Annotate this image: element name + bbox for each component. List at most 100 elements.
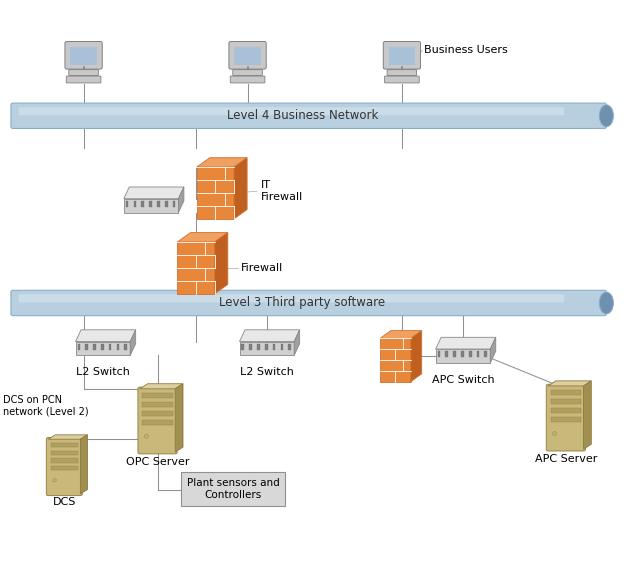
Polygon shape	[178, 187, 184, 213]
Bar	[288, 344, 291, 350]
Text: DCS on PCN
network (Level 2): DCS on PCN network (Level 2)	[3, 395, 89, 417]
Circle shape	[552, 431, 557, 435]
Ellipse shape	[599, 105, 613, 127]
Polygon shape	[197, 158, 247, 167]
Bar	[461, 351, 464, 357]
Bar	[86, 344, 88, 350]
Polygon shape	[140, 384, 183, 389]
FancyBboxPatch shape	[436, 349, 490, 363]
Bar	[550, 408, 581, 413]
Bar	[51, 450, 78, 455]
Bar	[469, 351, 471, 357]
Bar	[550, 391, 581, 396]
FancyBboxPatch shape	[123, 199, 178, 213]
Bar	[143, 393, 172, 399]
Bar	[550, 417, 581, 422]
Text: APC Server: APC Server	[534, 454, 597, 464]
Polygon shape	[234, 158, 247, 219]
FancyBboxPatch shape	[70, 47, 97, 65]
Bar	[109, 344, 111, 350]
Polygon shape	[215, 233, 228, 294]
FancyBboxPatch shape	[69, 70, 98, 75]
Polygon shape	[380, 331, 422, 339]
Bar	[143, 420, 172, 425]
FancyBboxPatch shape	[233, 70, 262, 75]
Ellipse shape	[599, 292, 613, 314]
Polygon shape	[584, 381, 592, 449]
Bar	[124, 344, 127, 350]
Polygon shape	[76, 330, 136, 342]
Polygon shape	[177, 233, 228, 242]
Bar	[157, 201, 159, 207]
FancyBboxPatch shape	[229, 41, 266, 69]
Polygon shape	[80, 435, 87, 494]
Bar	[141, 201, 144, 207]
FancyBboxPatch shape	[138, 387, 177, 454]
Bar	[116, 344, 120, 350]
Polygon shape	[490, 338, 496, 363]
Bar	[126, 201, 129, 207]
FancyBboxPatch shape	[383, 41, 421, 69]
Polygon shape	[123, 187, 184, 199]
FancyBboxPatch shape	[19, 107, 564, 115]
Text: Level 3 Third party software: Level 3 Third party software	[219, 297, 385, 309]
FancyBboxPatch shape	[65, 41, 102, 69]
Bar	[51, 458, 78, 463]
Bar	[143, 402, 172, 407]
Bar	[78, 344, 80, 350]
Bar	[273, 344, 275, 350]
Text: Firewall: Firewall	[241, 263, 284, 273]
Bar	[249, 344, 252, 350]
Bar	[265, 344, 267, 350]
Bar	[172, 201, 176, 207]
FancyBboxPatch shape	[387, 70, 417, 75]
Bar	[476, 351, 479, 357]
FancyBboxPatch shape	[11, 103, 606, 128]
Bar	[143, 411, 172, 416]
FancyBboxPatch shape	[388, 47, 415, 65]
Bar	[149, 201, 152, 207]
Bar	[101, 344, 104, 350]
Text: DCS: DCS	[53, 497, 76, 506]
Text: Plant sensors and
Controllers: Plant sensors and Controllers	[186, 478, 280, 500]
Polygon shape	[175, 384, 183, 452]
Polygon shape	[411, 331, 422, 382]
Polygon shape	[436, 338, 496, 349]
FancyBboxPatch shape	[66, 76, 101, 83]
FancyBboxPatch shape	[177, 242, 215, 294]
FancyBboxPatch shape	[239, 342, 294, 355]
FancyBboxPatch shape	[234, 47, 261, 65]
Circle shape	[53, 479, 57, 482]
FancyBboxPatch shape	[11, 290, 606, 316]
Text: L2 Switch: L2 Switch	[76, 367, 130, 377]
Polygon shape	[548, 381, 592, 386]
Text: APC Switch: APC Switch	[431, 375, 494, 385]
Bar	[280, 344, 284, 350]
Text: L2 Switch: L2 Switch	[240, 367, 294, 377]
Circle shape	[144, 434, 149, 438]
FancyBboxPatch shape	[385, 76, 419, 83]
Text: OPC Server: OPC Server	[126, 457, 189, 467]
FancyBboxPatch shape	[230, 76, 265, 83]
FancyBboxPatch shape	[76, 342, 130, 355]
Polygon shape	[130, 330, 136, 355]
Bar	[446, 351, 448, 357]
FancyBboxPatch shape	[380, 338, 411, 382]
Text: IT
Firewall: IT Firewall	[260, 180, 303, 202]
Bar	[257, 344, 260, 350]
Bar	[51, 466, 78, 471]
FancyBboxPatch shape	[19, 294, 564, 302]
Bar	[453, 351, 456, 357]
Text: Business Users: Business Users	[424, 45, 508, 55]
Bar	[51, 443, 78, 448]
Bar	[242, 344, 244, 350]
Bar	[134, 201, 136, 207]
FancyBboxPatch shape	[197, 167, 234, 219]
Bar	[438, 351, 440, 357]
Text: Level 4 Business Network: Level 4 Business Network	[226, 109, 378, 122]
Polygon shape	[48, 435, 87, 439]
FancyBboxPatch shape	[181, 472, 285, 506]
FancyBboxPatch shape	[547, 384, 585, 451]
Bar	[93, 344, 96, 350]
FancyBboxPatch shape	[46, 438, 82, 495]
